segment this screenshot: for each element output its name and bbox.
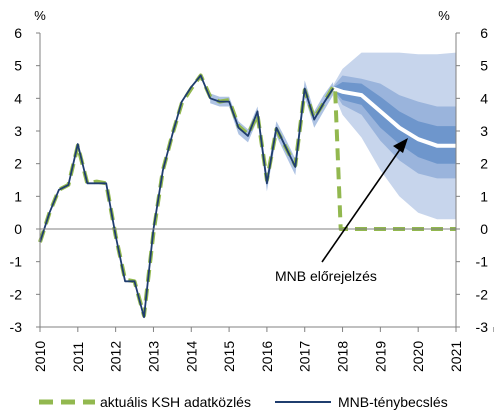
- annotation-arrow-line: [321, 147, 402, 263]
- annotation: MNB előrejelzés: [275, 138, 408, 284]
- legend-label-ksh: aktuális KSH adatközlés: [100, 394, 251, 410]
- axes: [36, 32, 494, 332]
- fan-median-line: [332, 86, 456, 148]
- y-tick-label-left: -2: [10, 286, 23, 302]
- y-tick-label-left: 2: [14, 156, 22, 172]
- fan-chart: [332, 52, 456, 220]
- series-lines: [38, 73, 456, 319]
- x-tick-label: 2020: [410, 341, 426, 372]
- y-tick-label-right: -2: [476, 286, 489, 302]
- series-line-mnb: [39, 74, 334, 319]
- y-unit-left: %: [34, 8, 46, 23]
- y-tick-label-right: -3: [476, 319, 489, 335]
- y-tick-label-left: -3: [10, 319, 23, 335]
- y-tick-label-left: 3: [14, 123, 22, 139]
- annotation-arrowhead: [393, 138, 408, 153]
- y-tick-label-right: 5: [480, 58, 488, 74]
- x-tick-label: 2021: [448, 341, 464, 372]
- tick-labels: -3 -3 -2 -2 -1 -1 0 0 1 1 2 2 3 3 4 4 5 5 6 6 2010 2011 2012 20…: [10, 25, 489, 372]
- x-tick-label: 2015: [221, 341, 237, 372]
- x-tick-label: 2019: [372, 341, 388, 372]
- y-unit-right: %: [438, 8, 450, 23]
- history-band: [210, 80, 334, 192]
- y-tick-label-left: -1: [10, 254, 23, 270]
- x-tick-label: 2017: [297, 341, 313, 372]
- history-band-area: [210, 80, 334, 192]
- x-tick-label: 2014: [183, 341, 199, 372]
- y-tick-label-left: 5: [14, 58, 22, 74]
- x-tick-label: 2011: [70, 342, 86, 372]
- y-tick-label-left: 6: [14, 25, 22, 41]
- annotation-text: MNB előrejelzés: [275, 268, 377, 284]
- legend: aktuális KSH adatközlés MNB-ténybecslés: [39, 394, 448, 410]
- y-tick-label-right: -1: [476, 254, 489, 270]
- y-tick-label-right: 3: [480, 123, 488, 139]
- x-tick-label: 2016: [259, 341, 275, 372]
- y-tick-label-right: 2: [480, 156, 488, 172]
- y-tick-label-right: 4: [480, 90, 488, 106]
- y-tick-label-right: 0: [480, 221, 488, 237]
- x-tick-label: 2012: [108, 341, 124, 372]
- y-tick-label-left: 1: [14, 188, 22, 204]
- x-tick-label: 2010: [32, 341, 48, 372]
- x-tick-label: 2013: [145, 341, 161, 372]
- y-tick-label-left: 0: [14, 221, 22, 237]
- x-tick-label: 2018: [335, 341, 351, 372]
- y-tick-label-right: 6: [480, 25, 488, 41]
- legend-label-mnb: MNB-ténybecslés: [338, 394, 448, 410]
- y-tick-label-left: 4: [14, 90, 22, 106]
- y-tick-label-right: 1: [480, 188, 488, 204]
